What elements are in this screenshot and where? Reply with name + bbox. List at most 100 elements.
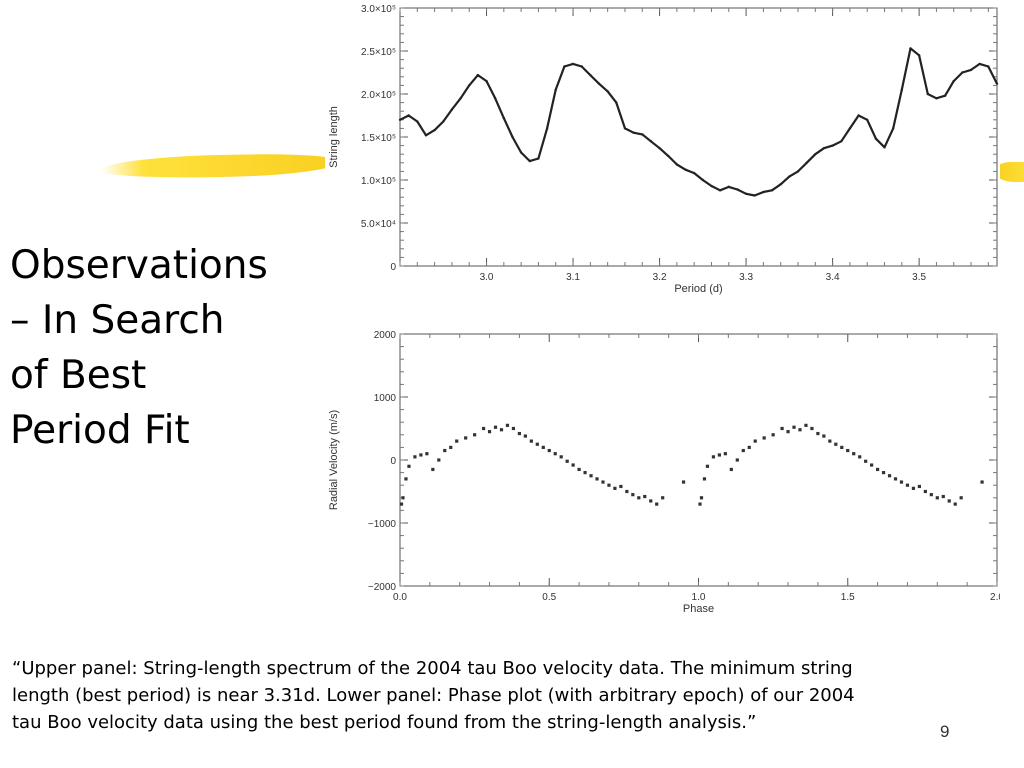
string-length-plot: 0 5.0×10⁴ 1.0×10⁵ 1.5×10⁵ 2.0×10⁵ 2.5×10⁵ 3.0×… (328, 4, 999, 295)
x-tick-label: 3.3 (739, 272, 753, 283)
x-tick-label: 1.0 (692, 592, 706, 603)
radial-velocity-point (980, 480, 984, 484)
radial-velocity-point (911, 486, 916, 490)
y-tick-label: 1.0×10⁵ (361, 176, 396, 187)
string-length-point (433, 128, 436, 132)
radial-velocity-point (741, 448, 745, 453)
radial-velocity-point (583, 471, 587, 475)
string-length-point (528, 159, 531, 163)
phase-plot: −2000 −1000 0 1000 2000 0.0 0.5 1.0 1.5 2.0 Phase R… (328, 330, 1004, 615)
x-tick-label: 3.4 (826, 272, 840, 283)
radial-velocity-point (858, 455, 862, 459)
radial-velocity-point (523, 434, 527, 438)
x-tick-label: 3.2 (653, 272, 667, 283)
radial-velocity-point (407, 464, 411, 468)
radial-velocity-point (881, 471, 886, 475)
highlight-stroke-left (99, 152, 341, 180)
string-length-point (632, 131, 635, 134)
radial-velocity-point (425, 452, 429, 456)
x-tick-label: 0.0 (393, 592, 407, 603)
string-length-point (424, 134, 428, 137)
radial-velocity-point (473, 433, 477, 437)
radial-velocity-point (699, 496, 704, 500)
x-tick-label: 0.5 (542, 592, 556, 603)
string-length-point (658, 146, 661, 150)
radial-velocity-point (828, 439, 832, 443)
radial-velocity-point (702, 477, 707, 481)
string-length-point (935, 97, 938, 100)
radial-velocity-point (959, 496, 963, 500)
radial-velocity-point (607, 483, 611, 487)
string-length-point (684, 168, 687, 171)
string-length-point (866, 118, 869, 122)
radial-velocity-point (631, 493, 635, 497)
radial-velocity-point (419, 453, 423, 457)
string-length-point (597, 82, 601, 85)
string-length-point (416, 120, 419, 123)
slide-caption: “Upper panel: String-length spectrum of … (12, 658, 855, 733)
radial-velocity-point (649, 499, 653, 503)
string-length-point (641, 133, 644, 136)
radial-velocity-point (637, 496, 641, 500)
string-length-point (736, 188, 739, 191)
radial-velocity-point (399, 502, 404, 506)
string-length-point (649, 140, 653, 143)
radial-velocity-point (517, 431, 521, 436)
string-length-point (502, 116, 506, 120)
radial-velocity-point (643, 494, 647, 499)
radial-velocity-point (729, 467, 733, 472)
radial-velocity-point (723, 452, 727, 456)
string-length-point (563, 65, 566, 68)
y-tick-label: 0 (390, 262, 396, 273)
string-length-point (667, 154, 670, 158)
string-length-point (744, 192, 748, 195)
radial-velocity-point (899, 480, 904, 484)
radial-velocity-point (840, 445, 844, 449)
string-length-point (753, 194, 756, 197)
radial-velocity-point (780, 426, 784, 431)
radial-velocity-point (893, 477, 898, 481)
string-length-point (891, 127, 895, 130)
string-length-point (476, 73, 480, 77)
string-length-point (995, 82, 999, 85)
string-length-point (675, 163, 679, 166)
string-length-point (926, 92, 929, 96)
radial-velocity-point (553, 452, 557, 456)
radial-velocity-point (852, 452, 856, 456)
radial-velocity-point (762, 436, 766, 440)
string-length-point (788, 175, 791, 178)
radial-velocity-point (619, 484, 623, 489)
radial-velocity-point (565, 459, 569, 463)
string-length-point (606, 90, 609, 93)
string-length-point (727, 185, 730, 189)
radial-velocity-point (437, 458, 441, 462)
string-length-point (493, 97, 497, 100)
string-length-point (943, 94, 947, 97)
string-length-point (519, 151, 523, 154)
radial-velocity-point (529, 439, 533, 443)
page-number: 9 (940, 722, 950, 741)
string-length-point (770, 189, 774, 192)
x-axis-label: Phase (683, 603, 714, 615)
radial-velocity-point (571, 463, 575, 467)
radial-velocity-point (876, 467, 880, 472)
radial-velocity-point (464, 436, 468, 440)
phase-plot-chart: −2000 −1000 0 1000 2000 0.0 0.5 1.0 1.5 2.0 Phase R… (325, 322, 1004, 625)
string-length-point (822, 146, 826, 150)
y-tick-label: 0 (390, 456, 396, 467)
radial-velocity-point (887, 474, 892, 478)
radial-velocity-point (941, 494, 945, 499)
y-tick-label: 2.5×10⁵ (361, 47, 396, 58)
radial-velocity-point (547, 448, 551, 453)
radial-velocity-point (923, 489, 927, 494)
string-length-point (805, 161, 808, 164)
string-length-point (952, 79, 955, 83)
radial-velocity-point (443, 448, 447, 453)
radial-velocity-point (905, 483, 910, 487)
radial-velocity-point (481, 426, 486, 431)
string-length-point (917, 54, 921, 57)
string-length-point (961, 71, 964, 74)
y-tick-label: 1000 (374, 393, 397, 404)
radial-velocity-point (771, 433, 775, 437)
string-length-point (814, 153, 817, 156)
